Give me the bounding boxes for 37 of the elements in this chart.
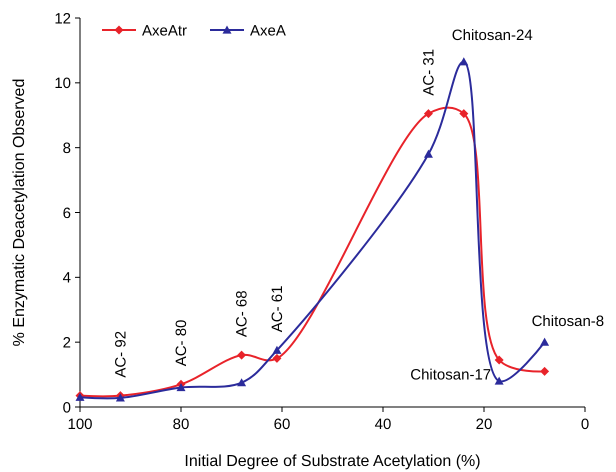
annotation: AC- 68 [234, 290, 251, 338]
x-tick-label: 20 [476, 416, 492, 433]
annotation: Chitosan-17 [410, 366, 492, 384]
point [424, 150, 433, 158]
x-tick-label: 60 [274, 416, 290, 433]
point [176, 383, 186, 392]
y-tick-label: 4 [62, 270, 71, 287]
point [540, 338, 550, 346]
y-tick-label: 2 [62, 334, 71, 352]
y-axis-title: % Enzymatic Deacetylation Observed [11, 78, 28, 346]
y-tick-label: 6 [62, 204, 71, 222]
x-tick-label: 0 [580, 416, 590, 433]
annotation: AC- 31 [420, 48, 438, 96]
point [494, 355, 504, 364]
y-tick-label: 0 [62, 399, 71, 416]
annotation: Chitosan-8 [532, 313, 604, 330]
x-tick-label: 100 [67, 416, 93, 433]
annotation: AC- 80 [173, 320, 190, 366]
y-tick-label: 10 [54, 75, 71, 92]
point [237, 350, 246, 360]
x-axis-title: Initial Degree of Substrate Acetylation (%) [184, 453, 481, 470]
x-tick-label: 80 [172, 416, 190, 433]
x-tick-label: 40 [374, 416, 392, 433]
legend-label: AxeAtr [142, 22, 188, 40]
point [540, 366, 550, 376]
y-tick-label: 8 [62, 140, 71, 157]
annotation: AC- 92 [112, 330, 130, 378]
annotation: AC- 61 [268, 286, 286, 332]
point [272, 346, 282, 354]
point [494, 376, 504, 385]
point [272, 354, 282, 363]
point [459, 109, 468, 118]
point [424, 109, 433, 118]
y-tick-label: 12 [54, 10, 71, 28]
legend-label: AxeA [250, 22, 286, 40]
point [237, 378, 246, 386]
annotation: Chitosan-24 [452, 26, 533, 44]
